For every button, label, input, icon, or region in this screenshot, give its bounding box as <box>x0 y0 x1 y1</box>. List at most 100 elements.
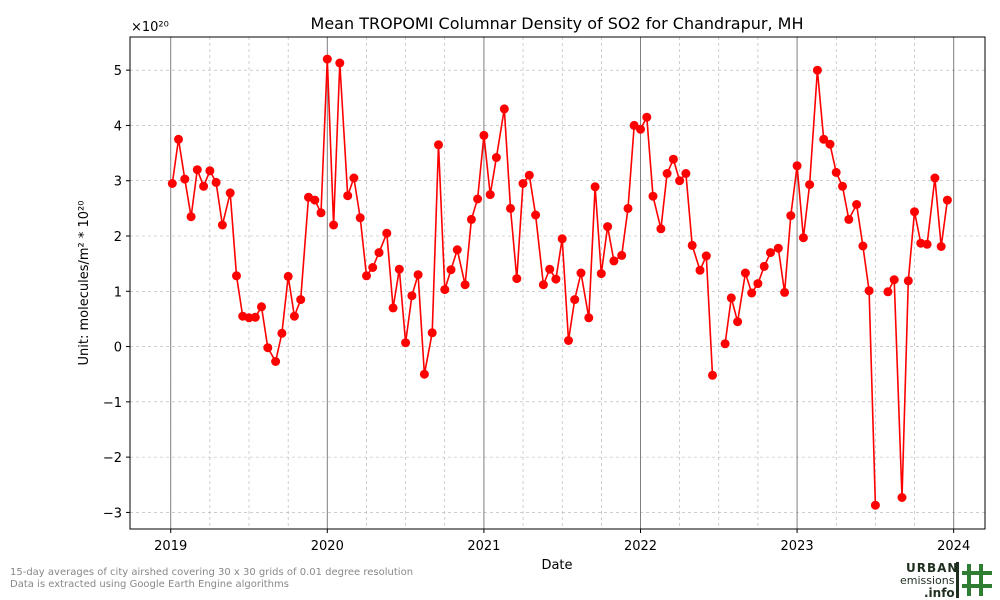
data-point <box>427 328 437 338</box>
data-point <box>844 214 854 224</box>
data-point <box>708 370 717 380</box>
data-point <box>753 279 763 289</box>
data-point <box>538 280 548 290</box>
data-point <box>186 212 196 222</box>
data-point <box>419 369 429 379</box>
data-point <box>368 263 378 272</box>
data-point <box>473 194 483 204</box>
x-tick-label: 2019 <box>154 539 187 554</box>
data-point <box>491 153 501 162</box>
data-point <box>263 343 273 353</box>
x-tick-label: 2024 <box>937 539 970 554</box>
x-axis-label: Date <box>541 558 572 573</box>
chart-title: Mean TROPOMI Columnar Density of SO2 for… <box>311 14 804 33</box>
y-tick-label: −3 <box>103 506 122 521</box>
series-line <box>887 177 949 498</box>
data-point <box>557 234 567 244</box>
data-point <box>864 286 874 296</box>
y-multiplier-label: ×10²⁰ <box>131 20 169 35</box>
data-point <box>656 224 666 234</box>
y-tick-label: 4 <box>114 119 122 134</box>
data-point <box>512 274 522 284</box>
data-point <box>819 134 829 144</box>
logo-word-info: .info <box>924 586 955 600</box>
y-tick-label: 2 <box>114 230 122 245</box>
data-point <box>289 311 299 321</box>
x-tick-label: 2020 <box>311 539 344 554</box>
y-tick-label: 1 <box>114 285 122 300</box>
year-vertical-lines <box>170 37 955 529</box>
x-axis-ticks: 2019 2020 2021 2022 2023 2024 <box>154 529 970 554</box>
data-point <box>858 241 868 251</box>
data-point <box>167 179 177 188</box>
data-point <box>466 214 476 224</box>
data-point <box>296 295 306 305</box>
data-point <box>499 104 509 114</box>
data-point <box>407 291 417 301</box>
data-point <box>733 317 743 327</box>
data-point <box>883 287 893 297</box>
data-point <box>382 228 392 238</box>
data-point <box>701 251 711 261</box>
data-point <box>910 207 919 217</box>
data-point <box>766 248 775 258</box>
series-line <box>171 59 714 376</box>
data-point <box>773 243 783 253</box>
data-point <box>930 173 940 183</box>
data-point <box>277 328 287 338</box>
data-point <box>225 188 235 198</box>
data-point <box>531 210 541 220</box>
series-layer <box>167 54 952 510</box>
data-point <box>780 287 790 297</box>
data-point <box>452 245 462 255</box>
data-point <box>440 285 450 295</box>
data-point <box>584 313 594 323</box>
data-point <box>852 200 862 209</box>
footnote-line-1: 15-day averages of city airshed covering… <box>10 567 414 578</box>
data-point <box>199 181 209 191</box>
data-point <box>662 169 672 178</box>
data-point <box>759 261 769 271</box>
y-tick-label: 3 <box>114 175 122 190</box>
data-point <box>434 140 443 150</box>
data-point <box>687 240 697 250</box>
data-point <box>564 336 573 345</box>
data-point <box>180 174 190 184</box>
y-axis-label: Unit: molecules/m² * 10²⁰ <box>77 201 92 366</box>
data-point <box>446 265 456 275</box>
data-point <box>388 303 398 313</box>
data-point <box>250 312 260 322</box>
data-point <box>798 233 808 243</box>
data-point <box>831 167 841 177</box>
data-point <box>720 339 730 349</box>
x-tick-label: 2021 <box>467 539 500 554</box>
logo-word-emissions: emissions <box>900 574 955 587</box>
y-tick-label: 0 <box>114 341 122 356</box>
data-point <box>668 154 678 164</box>
data-point <box>485 190 495 200</box>
data-point <box>792 161 802 171</box>
footnote-line-2: Data is extracted using Google Earth Eng… <box>10 579 289 590</box>
data-point <box>889 275 899 285</box>
data-point <box>322 54 332 64</box>
data-point <box>617 250 627 260</box>
data-point <box>413 270 423 280</box>
y-tick-label: −1 <box>103 396 122 411</box>
data-point <box>271 357 281 366</box>
data-point <box>576 268 586 278</box>
x-tick-label: 2022 <box>624 539 657 554</box>
data-point <box>636 124 645 134</box>
data-point <box>681 169 691 178</box>
data-point <box>642 112 652 122</box>
data-point <box>355 213 365 223</box>
data-point <box>609 256 619 266</box>
data-point <box>903 276 913 286</box>
series-line <box>724 70 877 506</box>
y-tick-label: 5 <box>114 64 122 79</box>
data-point <box>174 134 183 144</box>
data-point <box>740 268 750 278</box>
data-point <box>362 271 371 281</box>
data-point <box>257 302 266 312</box>
data-point <box>316 208 326 218</box>
